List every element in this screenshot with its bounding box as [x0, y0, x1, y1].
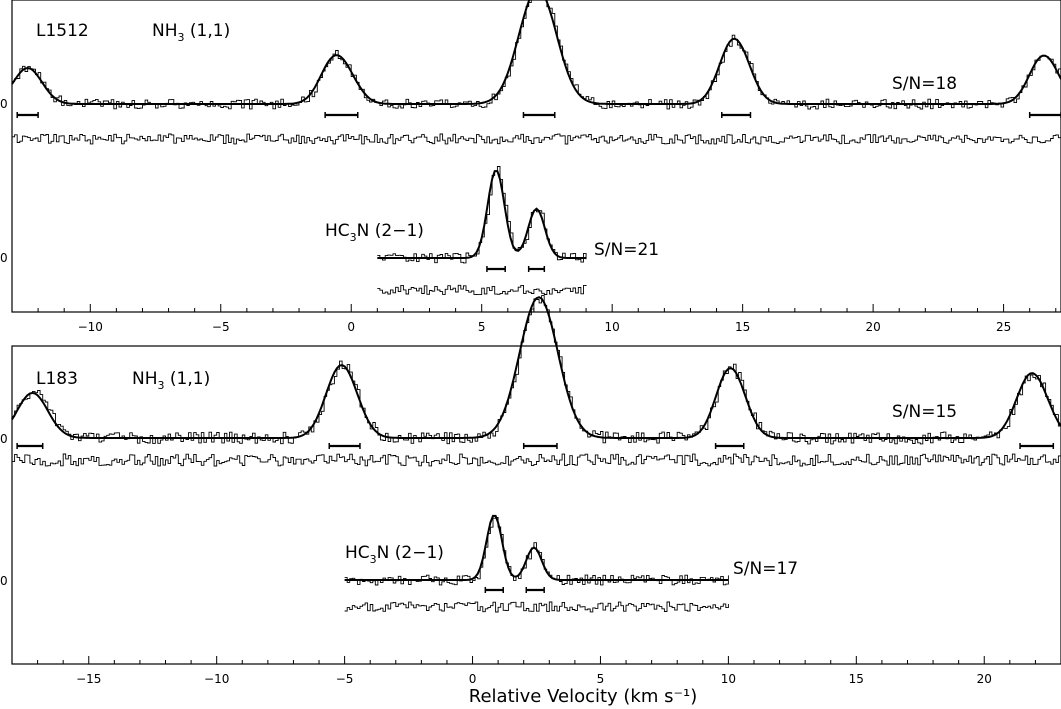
nh3-label-bottom: NH3 (1,1) — [132, 369, 210, 392]
x-tick-label: 10 — [721, 672, 736, 686]
snr-hc3n-top: S/N=21 — [594, 240, 659, 260]
model-fit-line — [377, 170, 587, 259]
x-tick-label: 5 — [597, 672, 605, 686]
source-label-l183: L183 — [36, 369, 78, 389]
residual-spectrum — [377, 284, 587, 296]
model-fit-line — [344, 514, 729, 581]
source-label-l1512: L1512 — [36, 21, 89, 41]
plot-frame-top — [11, 0, 1061, 313]
x-tick-label: 25 — [996, 320, 1011, 334]
x-tick-label: 0 — [347, 320, 355, 334]
x-tick-label: −10 — [204, 672, 229, 686]
snr-nh3-top: S/N=18 — [892, 74, 957, 94]
residual-spectrum — [12, 453, 1061, 467]
x-tick-label: 15 — [849, 672, 864, 686]
spectra-bottom — [11, 295, 1061, 613]
panel-l183: L183 NH3 (1,1) HC3N (2−1) S/N=15 S/N=17 … — [0, 295, 1061, 686]
hc3n-label-bottom: HC3N (2−1) — [345, 543, 444, 566]
panel-l1512: L1512 NH3 (1,1) HC3N (2−1) S/N=18 S/N=21… — [0, 0, 1061, 334]
observed-spectrum — [377, 166, 587, 264]
x-axis-ticks-bottom: −15 −10 −5 0 5 10 15 20 — [11, 656, 1061, 686]
y-zero-label-nh3-top: 0 — [0, 97, 8, 111]
x-tick-label: 0 — [469, 672, 477, 686]
snr-hc3n-bottom: S/N=17 — [733, 559, 798, 579]
plot-frame-bottom — [11, 345, 1061, 665]
x-axis-title: Relative Velocity (km s⁻¹) — [469, 686, 697, 707]
x-tick-label: 20 — [977, 672, 992, 686]
x-tick-label: 20 — [865, 320, 880, 334]
observed-spectrum — [12, 0, 1061, 110]
model-fit-line — [11, 296, 1061, 439]
model-fit-line — [11, 0, 1061, 105]
x-tick-label: 10 — [605, 320, 620, 334]
snr-nh3-bottom: S/N=15 — [892, 402, 957, 422]
x-tick-label: 15 — [735, 320, 750, 334]
x-tick-label: −10 — [78, 320, 103, 334]
y-zero-label-hc3n-top: 0 — [0, 251, 8, 265]
nh3-label-top: NH3 (1,1) — [152, 21, 230, 44]
residual-spectrum — [344, 601, 729, 613]
residual-spectrum — [12, 133, 1061, 145]
hc3n-label-top: HC3N (2−1) — [325, 221, 424, 244]
x-tick-label: −5 — [336, 672, 354, 686]
x-tick-label: −5 — [212, 320, 230, 334]
y-zero-label-nh3-bottom: 0 — [0, 432, 8, 446]
x-axis-ticks-top: −10 −5 0 5 10 15 20 25 — [11, 304, 1057, 334]
x-tick-label: 5 — [478, 320, 486, 334]
spectra-top — [11, 0, 1061, 296]
x-tick-label: −15 — [76, 672, 101, 686]
y-zero-label-hc3n-bottom: 0 — [0, 574, 8, 588]
